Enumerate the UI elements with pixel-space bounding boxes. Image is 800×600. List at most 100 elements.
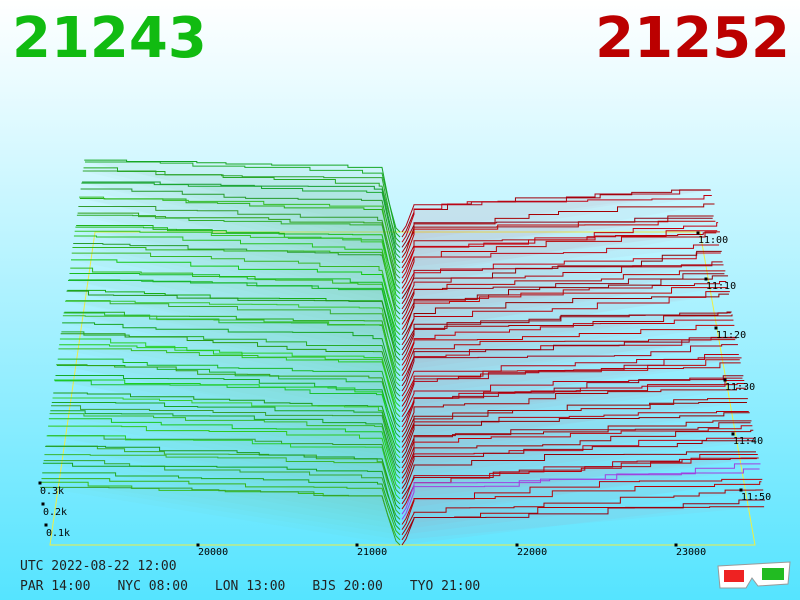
- price-label: 21000: [357, 547, 387, 558]
- ask-curve: [401, 387, 747, 438]
- tick-dot: [38, 481, 42, 485]
- bid-curve: [55, 374, 401, 438]
- bid-curve: [59, 344, 401, 412]
- depth-curves: [40, 159, 765, 546]
- city-time: NYC 08:00: [117, 579, 188, 594]
- axis-labels: 20000 21000 22000 23000 11:00 11:10 11:20 11:30…: [38, 231, 771, 558]
- tick-dot: [44, 523, 48, 527]
- ask-curve: [401, 359, 740, 402]
- price-label: 23000: [676, 547, 706, 558]
- tick-dot: [674, 543, 678, 547]
- ask-curve: [401, 261, 723, 305]
- tick-dot: [739, 488, 743, 492]
- ask-curve: [401, 220, 716, 264]
- time-label: 11:50: [741, 492, 771, 503]
- bid-curve: [69, 272, 401, 341]
- bid-curve: [62, 315, 401, 387]
- ask-curve: [401, 362, 741, 407]
- ask-curve: [401, 451, 756, 494]
- depth-label: 0.2k: [43, 507, 67, 518]
- bid-curve: [62, 322, 401, 392]
- bid-curve: [58, 348, 401, 418]
- price-label: 20000: [198, 547, 228, 558]
- ask-curve: [401, 324, 735, 371]
- tick-dot: [704, 277, 708, 281]
- ask-price: 21252: [595, 6, 790, 71]
- bid-price: 21243: [12, 6, 207, 71]
- bid-curve: [73, 242, 401, 315]
- ask-curve: [401, 383, 746, 433]
- tick-dot: [41, 502, 45, 506]
- bid-curve: [42, 462, 401, 525]
- ask-curve: [401, 499, 765, 546]
- ask-curve: [401, 232, 717, 269]
- depth-label: 0.3k: [40, 486, 64, 497]
- tick-dot: [515, 543, 519, 547]
- bid-curve: [66, 290, 401, 361]
- ask-curve: [401, 357, 742, 412]
- bid-curve: [71, 252, 401, 325]
- ask-curve: [401, 398, 748, 448]
- ask-curve: [401, 217, 713, 248]
- bid-curve: [70, 267, 401, 335]
- city-time: TYO 21:00: [409, 579, 481, 594]
- bid-curve: [73, 235, 401, 310]
- tick-dot: [355, 543, 359, 547]
- ask-curve: [401, 411, 749, 453]
- price-label: 22000: [517, 547, 547, 558]
- bid-curve: [75, 226, 401, 300]
- bid-curve: [45, 445, 401, 505]
- bid-curve: [49, 413, 401, 479]
- ask-curve: [401, 412, 750, 459]
- ask-curve: [401, 250, 722, 299]
- bid-curve: [70, 259, 401, 330]
- bid-curve: [41, 478, 401, 536]
- time-label: 11:40: [733, 436, 763, 447]
- utc-time: UTC 2022-08-22 12:00: [20, 559, 177, 574]
- ask-curve: [401, 354, 739, 397]
- ask-curve: [401, 319, 734, 366]
- bid-curve: [81, 182, 401, 259]
- city-time: PAR 14:00: [20, 579, 91, 594]
- ask-curve: [401, 275, 729, 335]
- bid-curve: [52, 397, 401, 459]
- floor: [49, 231, 756, 546]
- bid-curve: [59, 338, 401, 407]
- city-time: BJS 20:00: [312, 579, 383, 594]
- tick-dot: [731, 432, 735, 436]
- bid-curve: [51, 405, 401, 469]
- city-time: LON 13:00: [214, 579, 286, 594]
- ask-curve: [401, 344, 738, 392]
- bid-curve: [47, 435, 401, 495]
- depth-label: 0.1k: [46, 528, 70, 539]
- bid-curve: [82, 170, 401, 248]
- ask-curve: [401, 314, 733, 361]
- time-label: 11:20: [716, 330, 746, 341]
- bid-curve: [72, 247, 401, 320]
- bid-curve: [61, 331, 401, 397]
- bid-curve: [53, 392, 401, 453]
- time-label: 11:00: [698, 235, 728, 246]
- ask-curve: [401, 440, 756, 489]
- bid-curve: [51, 401, 401, 464]
- ask-curve: [401, 203, 715, 258]
- tick-dot: [714, 326, 718, 330]
- city-times: PAR 14:00 NYC 08:00 LON 13:00 BJS 20:00 TYO …: [20, 579, 480, 594]
- ask-curve: [401, 377, 743, 417]
- bid-curve: [65, 300, 401, 371]
- bid-curve: [68, 279, 401, 351]
- ask-curve: [401, 489, 764, 536]
- glasses-icon[interactable]: [714, 558, 794, 598]
- bid-curve: [40, 486, 401, 546]
- ask-curve: [401, 291, 730, 346]
- ask-curve: [401, 453, 758, 505]
- ask-curve: [401, 231, 720, 289]
- bid-curve: [56, 364, 401, 433]
- bid-curve: [78, 205, 401, 279]
- ask-curve: [401, 437, 755, 484]
- time-label: 11:10: [706, 281, 736, 292]
- ask-curve: [401, 468, 760, 515]
- time-label: 11:30: [725, 382, 755, 393]
